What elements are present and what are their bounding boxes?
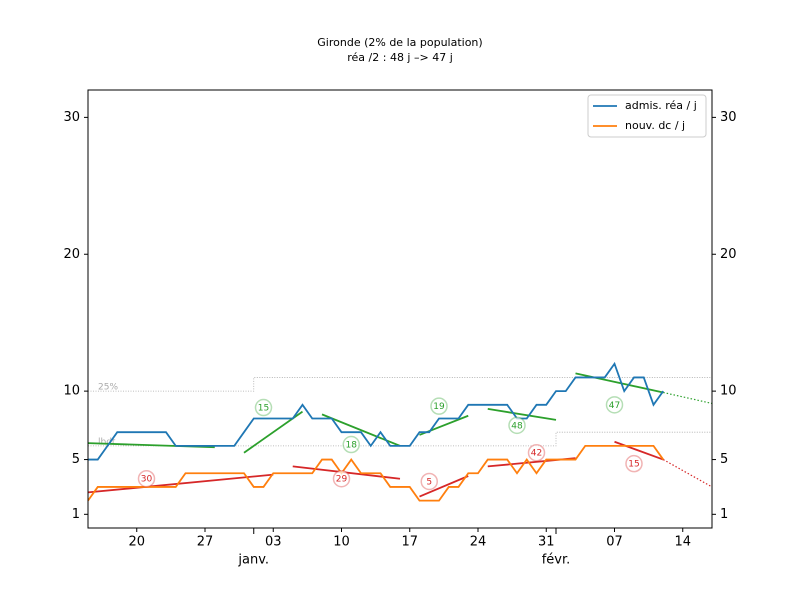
legend-box bbox=[587, 94, 707, 138]
annotation-marker bbox=[332, 469, 351, 488]
y-tick-label: 30 bbox=[63, 110, 80, 125]
y2-tick-label: 30 bbox=[720, 110, 737, 125]
annotation-label: 30 bbox=[141, 475, 153, 485]
x-group-label: févr. bbox=[542, 553, 571, 568]
legend-label: admis. réa / j bbox=[625, 99, 697, 112]
annotation-label: 42 bbox=[531, 449, 542, 459]
annotation-label: 19 bbox=[433, 402, 445, 412]
y2-tick-label: 1 bbox=[720, 507, 728, 522]
x-tick-label: 31 bbox=[538, 535, 555, 550]
annotation-label: 15 bbox=[258, 404, 269, 414]
annotation-marker bbox=[342, 435, 360, 454]
x-tick-label: 07 bbox=[606, 535, 623, 550]
trend-line bbox=[87, 473, 274, 494]
y2-tick-label: 20 bbox=[720, 247, 737, 262]
annotation-label: 18 bbox=[346, 441, 358, 451]
reference-line bbox=[88, 377, 712, 392]
x-tick-label: 14 bbox=[674, 535, 691, 550]
chart-subtitle: réa /2 : 48 j –> 47 j bbox=[347, 51, 453, 64]
x-tick-label: 24 bbox=[470, 535, 487, 550]
trend-line bbox=[487, 408, 557, 421]
annotation-label: 29 bbox=[336, 475, 348, 485]
y-tick-label: 1 bbox=[72, 507, 80, 522]
plot-frame bbox=[87, 89, 713, 529]
annotation-marker bbox=[605, 396, 624, 414]
reference-label: 25% bbox=[98, 383, 118, 393]
trend-line bbox=[662, 459, 713, 488]
legend-label: nouv. dc / j bbox=[625, 119, 685, 132]
annotation-label: 15 bbox=[628, 460, 639, 470]
reference-label: lbdt bbox=[98, 437, 116, 447]
x-tick-label: 17 bbox=[401, 535, 418, 550]
y2-tick-label: 5 bbox=[720, 452, 728, 467]
annotation-marker bbox=[625, 454, 643, 473]
x-tick-label: 10 bbox=[333, 535, 350, 550]
series-line bbox=[87, 444, 664, 502]
annotation-marker bbox=[137, 469, 156, 488]
annotation-marker bbox=[254, 398, 273, 417]
trend-line bbox=[663, 391, 713, 405]
annotation-marker bbox=[430, 397, 448, 415]
x-group-label: janv. bbox=[237, 553, 269, 568]
annotation-marker bbox=[508, 416, 526, 435]
x-tick-label: 03 bbox=[265, 535, 282, 550]
annotation-label: 5 bbox=[426, 477, 432, 487]
trend-line bbox=[614, 440, 664, 461]
annotation-label: 47 bbox=[609, 401, 620, 411]
y2-tick-label: 10 bbox=[720, 384, 737, 399]
trend-line bbox=[419, 475, 469, 498]
y-tick-label: 20 bbox=[63, 247, 80, 262]
annotation-marker bbox=[420, 472, 438, 491]
annotation-marker bbox=[527, 443, 546, 462]
y-tick-label: 5 bbox=[72, 452, 80, 467]
annotation-label: 48 bbox=[511, 421, 523, 431]
y-tick-label: 10 bbox=[63, 384, 80, 399]
x-tick-label: 27 bbox=[197, 535, 214, 550]
x-tick-label: 20 bbox=[128, 535, 145, 550]
series-line bbox=[88, 361, 664, 461]
chart-title: Gironde (2% de la population) bbox=[317, 36, 482, 49]
